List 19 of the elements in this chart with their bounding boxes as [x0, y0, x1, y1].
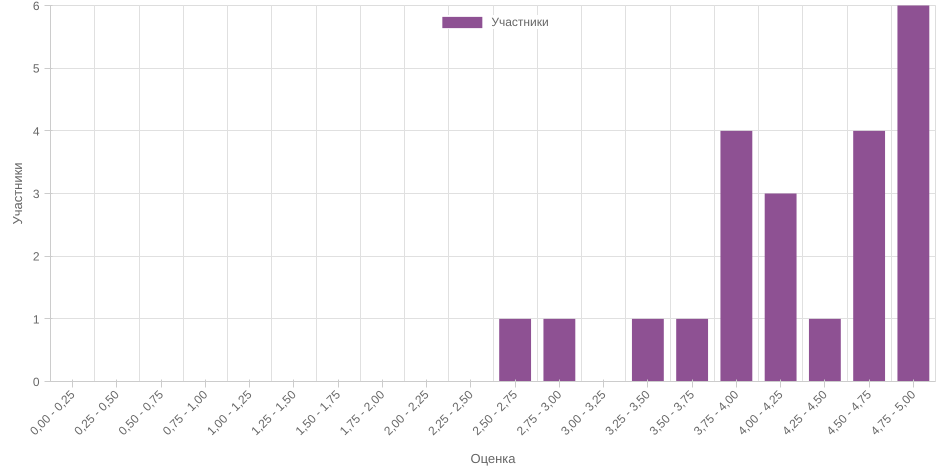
y-tick-label: 3 [32, 187, 40, 201]
y-tick-label: 0 [32, 375, 40, 389]
bar [632, 318, 664, 382]
legend-label: Участники [491, 15, 549, 29]
y-tick-label: 6 [32, 0, 40, 13]
bar [808, 318, 841, 382]
bar [676, 318, 708, 382]
y-axis-title: Участники [10, 162, 25, 225]
y-tick-label: 2 [32, 250, 40, 264]
y-tick-label: 4 [32, 124, 40, 138]
bar [764, 194, 797, 382]
bar [720, 130, 752, 382]
y-tick-label: 5 [32, 62, 40, 76]
bar [499, 318, 532, 382]
bar [543, 318, 576, 382]
y-tick-label: 1 [32, 312, 40, 326]
bar [897, 6, 930, 382]
x-axis-title: Оценка [470, 450, 516, 466]
bar [853, 130, 886, 382]
